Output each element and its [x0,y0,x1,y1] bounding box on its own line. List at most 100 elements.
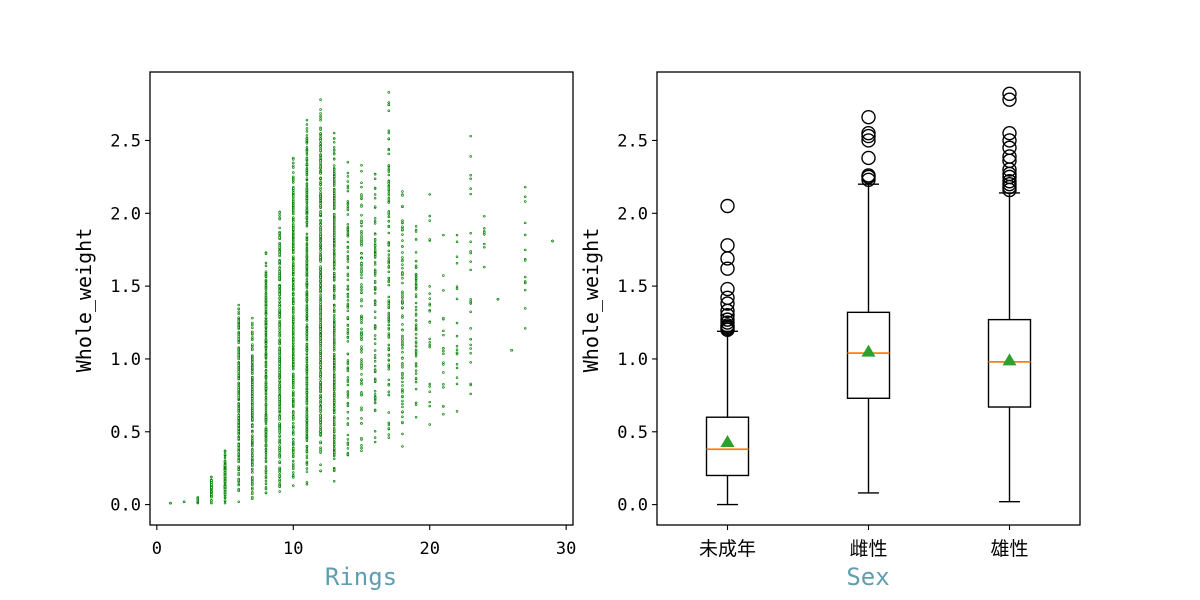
scatter-point [332,367,336,371]
scatter-point [387,313,391,317]
scatter-point [292,175,295,179]
scatter-point [387,231,391,235]
scatter-point [319,164,322,168]
scatter-point [251,460,254,464]
scatter-point [305,118,309,122]
scatter-point [373,379,377,382]
outlier-point [720,238,735,253]
scatter-point [319,450,322,453]
scatter-point [305,470,309,473]
scatter-point [237,477,240,481]
scatter-point [401,388,404,391]
scatter-point [251,357,254,361]
scatter-point [401,190,404,193]
scatter-point [332,342,336,346]
scatter-point [292,244,295,248]
scatter-point [455,352,459,356]
scatter-point [319,270,322,274]
scatter-point [401,399,404,403]
scatter-point [332,331,336,335]
scatter-point [387,334,391,338]
scatter-point [414,305,418,309]
scatter-point [278,260,281,263]
scatter-point [264,320,268,324]
scatter-point [278,427,281,431]
scatter-point [455,285,459,288]
scatter-point [292,443,295,447]
scatter-point [292,220,295,223]
scatter-point [292,259,295,262]
scatter-point [387,213,391,216]
scatter-point [305,286,309,290]
scatter-point [292,430,295,434]
scatter-point [237,367,240,371]
scatter-point [455,297,459,301]
scatter-point [264,475,268,478]
scatter-point [305,284,309,288]
scatter-point [346,359,350,362]
box-y-axis-title: Whole_weight [579,228,603,373]
scatter-point [305,173,309,177]
scatter-point [278,231,281,235]
scatter-point [305,134,309,137]
scatter-point [264,299,268,303]
scatter-point [278,313,281,316]
scatter-point [360,335,363,339]
scatter-point [237,437,240,440]
scatter-point [332,196,336,200]
scatter-point [428,337,431,341]
scatter-point [237,377,240,380]
scatter-point [346,433,350,437]
scatter-point [332,381,336,384]
scatter-point [387,220,391,223]
scatter-point [360,266,363,270]
scatter-point [401,225,404,228]
scatter-point [332,158,336,161]
scatter-point [332,212,336,216]
scatter-point [319,248,322,252]
scatter-point [237,446,240,450]
scatter-point [292,306,295,310]
scatter-point [292,344,295,348]
scatter-point [292,266,295,269]
scatter-point [360,235,363,238]
scatter-point [251,376,254,380]
scatter-point [305,349,309,352]
scatter-point [414,319,418,322]
scatter-point [414,312,418,315]
scatter-point [332,340,336,344]
scatter-point [332,202,336,206]
scatter-point [373,390,377,393]
scatter-point [332,234,336,237]
scatter-point [401,373,404,377]
scatter-point [332,248,336,252]
scatter-point [401,281,404,285]
scatter-point [319,441,322,445]
scatter-point [373,334,377,337]
scatter-point [319,218,322,222]
scatter-point [264,296,268,300]
box-panel: 0.0 0.5 1.0 1.5 2.0 2.5 未成年 雌性 雄性 Sex Whole_wei… [579,71,1081,591]
scatter-point [428,382,431,386]
scatter-point [387,358,391,361]
scatter-point [251,326,254,329]
scatter-point [387,433,391,436]
scatter-point [373,274,377,277]
scatter-point [319,402,322,405]
scatter-point [319,177,322,180]
scatter-point [414,281,418,284]
scatter-point [387,280,391,284]
scatter-point [346,200,350,203]
scatter-point [346,184,350,188]
scatter-point [442,316,445,320]
scatter-point [319,239,322,243]
scatter-point [360,185,363,189]
scatter-point [401,380,404,384]
scatter-point [292,355,295,358]
scatter-point [387,326,391,330]
scatter-point [305,402,309,406]
scatter-point [332,443,336,446]
scatter-point [278,490,281,493]
outlier-point [861,109,876,125]
scatter-point [373,325,377,328]
